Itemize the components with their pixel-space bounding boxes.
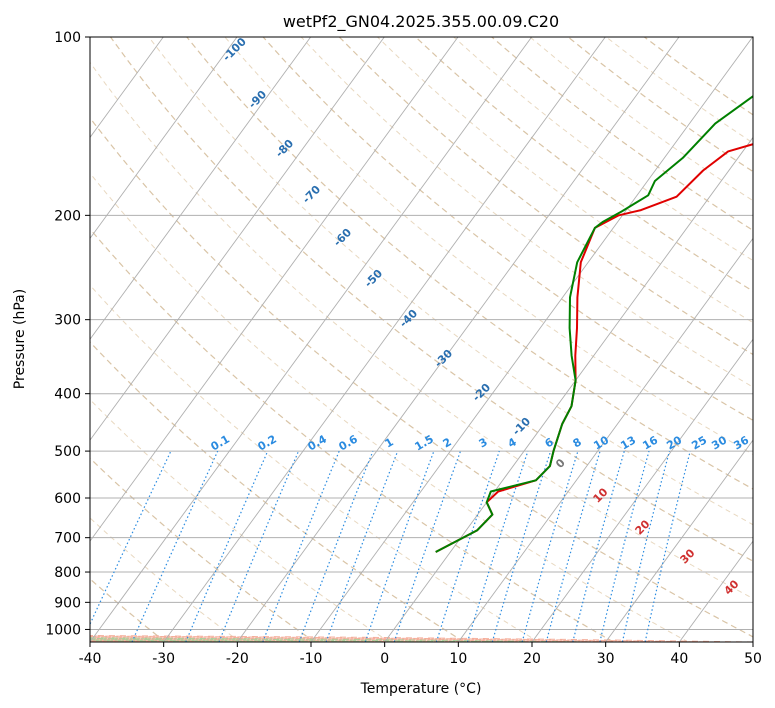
y-tick-label: 800 xyxy=(54,565,81,581)
mixing-ratio-line xyxy=(393,450,462,642)
x-tick-label: -30 xyxy=(152,651,175,667)
moist-adiabat-line xyxy=(90,635,717,642)
dewpoint-profile-line xyxy=(435,94,753,553)
isotherm-line xyxy=(90,37,312,341)
y-tick-label: 700 xyxy=(54,531,81,547)
mixing-ratio-line xyxy=(298,450,374,642)
mixing-ratio-line xyxy=(621,450,671,642)
dry-adiabat-line xyxy=(90,61,753,600)
x-tick-label: -20 xyxy=(226,651,249,667)
mixing-ratio-line xyxy=(218,450,300,642)
mixing-ratio-line xyxy=(364,450,435,642)
mixing-ratio-line xyxy=(545,450,601,642)
mixing-ratio-line xyxy=(644,450,691,642)
plot-frame xyxy=(89,36,754,643)
isotherm-line xyxy=(605,439,753,642)
moist-adiabat-line xyxy=(90,636,643,642)
chart-title: wetPf2_GN04.2025.355.00.09.C20 xyxy=(283,12,559,32)
series-layer xyxy=(435,94,753,553)
dry-adiabat-line xyxy=(110,37,753,562)
mixing-ratio-line xyxy=(466,450,529,642)
y-tick-label: 300 xyxy=(54,313,81,329)
mixing-ratio-line xyxy=(435,450,500,642)
dry-adiabat-line xyxy=(377,37,753,324)
mixing-ratio-line xyxy=(521,450,579,642)
y-axis-label: Pressure (hPa) xyxy=(12,289,28,389)
isotherm-line xyxy=(90,37,533,642)
mixing-ratio-line xyxy=(599,450,650,642)
y-tick-label: 200 xyxy=(54,208,81,224)
x-axis: -40 -30 -20 -10 0 10 20 30 40 50 xyxy=(79,642,762,667)
theta-e-line xyxy=(90,638,459,642)
isotherm-line xyxy=(163,37,606,642)
dry-adiabat-line xyxy=(415,37,753,292)
isotherm-line xyxy=(310,37,753,642)
x-tick-label: 30 xyxy=(597,651,615,667)
y-tick-label: 100 xyxy=(54,30,81,46)
isotherm-line xyxy=(90,37,459,542)
x-tick-label: 20 xyxy=(523,651,541,667)
background-lines xyxy=(90,37,753,642)
y-tick-label: 600 xyxy=(54,491,81,507)
mixing-ratio-line xyxy=(262,450,340,642)
x-tick-label: 50 xyxy=(744,651,762,667)
x-axis-label: Temperature (°C) xyxy=(360,681,482,697)
dry-adiabat-line xyxy=(90,228,614,642)
theta-e-line xyxy=(90,637,591,642)
y-tick-label: 1000 xyxy=(45,622,81,638)
x-tick-label: 10 xyxy=(449,651,467,667)
dry-adiabat-line xyxy=(186,37,753,490)
isotherm-line xyxy=(90,37,385,441)
isotherm-line xyxy=(90,37,238,240)
dry-adiabat-line xyxy=(148,37,753,526)
temperature-profile-line xyxy=(435,143,753,553)
moist-adiabat-line xyxy=(90,639,422,642)
dry-adiabat-line xyxy=(90,398,390,642)
mixing-ratio-line xyxy=(572,450,625,642)
moist-adiabat-line xyxy=(90,634,753,642)
y-tick-label: 400 xyxy=(54,387,81,403)
isotherm-line xyxy=(457,237,753,642)
isotherm-line xyxy=(236,37,680,642)
x-tick-label: -10 xyxy=(300,651,323,667)
mixing-ratio-line xyxy=(185,450,269,642)
x-tick-label: -40 xyxy=(79,651,102,667)
x-tick-label: 0 xyxy=(380,651,389,667)
dry-adiabat-line xyxy=(90,457,316,642)
dry-adiabat-line xyxy=(338,37,753,356)
mixing-ratio-line xyxy=(325,450,399,642)
y-tick-label: 500 xyxy=(54,444,81,460)
x-tick-label: 40 xyxy=(670,651,688,667)
dry-adiabat-line xyxy=(90,172,689,642)
dry-adiabat-line xyxy=(90,116,753,638)
mixing-ratio-line xyxy=(131,450,219,642)
y-tick-label: 900 xyxy=(54,595,81,611)
mixing-ratio-line xyxy=(491,450,552,642)
y-axis: 100 200 300 400 500 600 700 800 900 1000 xyxy=(45,30,90,638)
